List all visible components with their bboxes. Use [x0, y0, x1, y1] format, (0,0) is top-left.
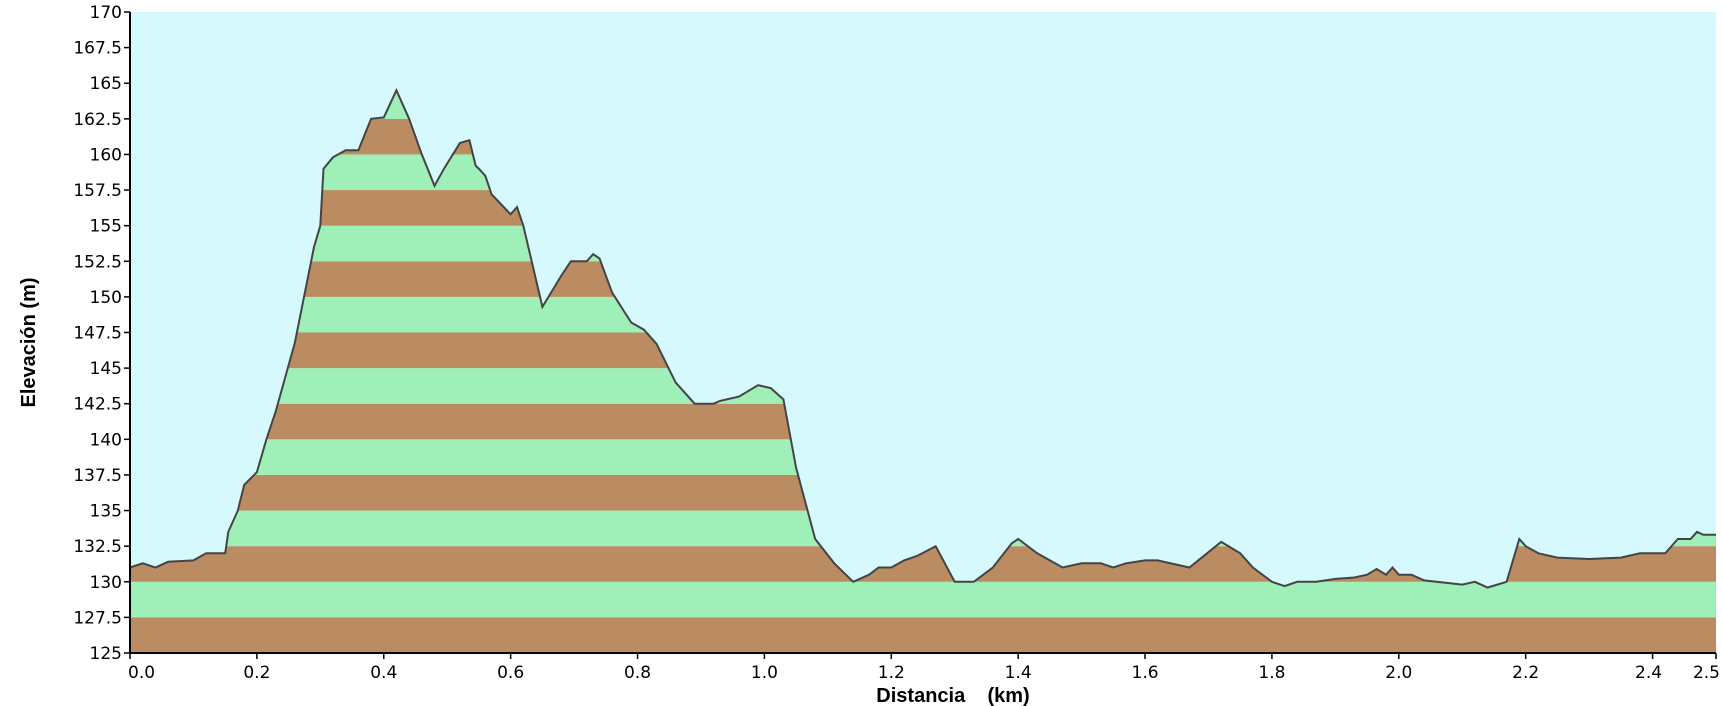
y-tick-label: 130 [90, 573, 122, 593]
y-tick-label: 137.5 [73, 466, 122, 486]
y-tick-label: 125 [90, 644, 122, 664]
y-tick-label: 165 [90, 74, 122, 94]
x-tick-label: 0.6 [497, 663, 524, 683]
x-tick-label: 1.8 [1258, 663, 1285, 683]
y-tick-label: 135 [90, 502, 122, 522]
x-tick-label: 1.4 [1005, 663, 1032, 683]
y-tick-label: 147.5 [73, 324, 122, 344]
y-tick-label: 142.5 [73, 395, 122, 415]
x-tick-label: 0.0 [128, 663, 155, 683]
x-tick-label: 2.5 [1693, 663, 1720, 683]
y-tick-label: 160 [90, 145, 122, 165]
x-tick-label: 2.4 [1635, 663, 1662, 683]
x-axis-title: Distancia (km) [876, 685, 1029, 706]
x-tick-label: 1.6 [1132, 663, 1159, 683]
y-axis-title: Elevación (m) [18, 277, 40, 407]
y-tick-label: 152.5 [73, 252, 122, 272]
y-tick-label: 167.5 [73, 39, 122, 59]
terrain-band [130, 617, 1716, 653]
y-tick-label: 157.5 [73, 181, 122, 201]
y-tick-label: 155 [90, 217, 122, 237]
y-tick-label: 162.5 [73, 110, 122, 130]
x-tick-label: 2.0 [1385, 663, 1412, 683]
x-tick-label: 0.2 [243, 663, 270, 683]
x-tick-label: 2.2 [1512, 663, 1539, 683]
elevation-line [129, 87, 1716, 589]
y-axis-ticks: 125 127.5 130 132.5 135 137.5 140 142.5 145 147.5… [73, 3, 130, 664]
x-tick-label: 0.8 [624, 663, 651, 683]
y-tick-label: 170 [90, 3, 122, 23]
x-tick-label: 1.0 [751, 663, 778, 683]
y-tick-label: 127.5 [73, 608, 122, 628]
x-axis-ticks: 0.0 0.2 0.4 0.6 0.8 1.0 1.2 1.4 1.6 1.8 2.0 2.2 2.4 2… [128, 653, 1720, 683]
terrain-band [130, 581, 1716, 618]
y-tick-label: 140 [90, 430, 122, 450]
y-tick-label: 145 [90, 359, 122, 379]
x-tick-label: 1.2 [878, 663, 905, 683]
x-tick-label: 0.4 [370, 663, 397, 683]
y-tick-label: 132.5 [73, 537, 122, 557]
y-tick-label: 150 [90, 288, 122, 308]
